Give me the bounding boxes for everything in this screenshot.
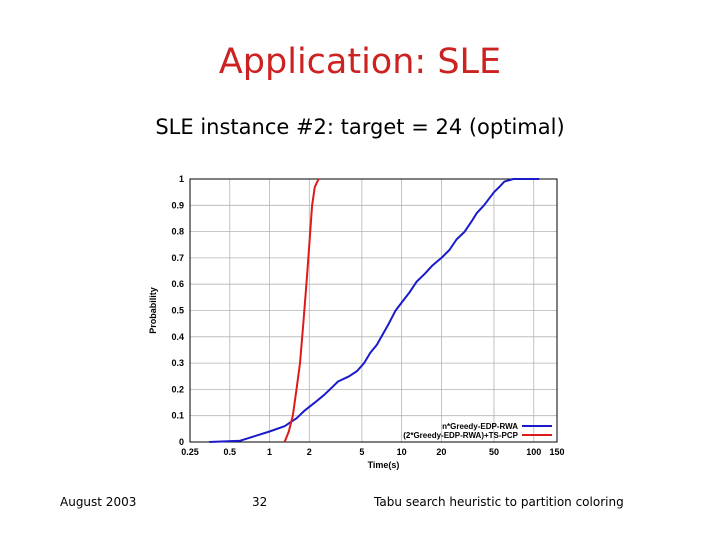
x-tick-label: 2 (307, 447, 312, 457)
slide-title: Application: SLE (218, 42, 502, 82)
y-tick-label: 0.6 (171, 279, 184, 289)
x-axis-label: Time(s) (368, 460, 400, 470)
series-line-2 (283, 178, 320, 443)
x-tick-label: 0.25 (181, 447, 199, 457)
footer-page-number: 32 (252, 495, 268, 509)
series-line-1 (209, 178, 540, 443)
legend-label-2: (2*Greedy-EDP-RWA)+TS-PCP (403, 431, 518, 440)
x-tick-label: 150 (549, 447, 564, 457)
y-tick-label: 0.8 (171, 227, 184, 237)
y-tick-label: 1 (179, 174, 184, 184)
x-tick-label: 20 (436, 447, 446, 457)
chart-title: SLE instance #2: target = 24 (optimal) (155, 115, 565, 139)
y-tick-label: 0.7 (171, 253, 184, 263)
y-tick-label: 0.9 (171, 200, 184, 210)
footer-date: August 2003 (60, 495, 137, 509)
x-tick-label: 5 (359, 447, 364, 457)
x-tick-label: 10 (397, 447, 407, 457)
x-tick-label: 100 (526, 447, 541, 457)
y-axis-label: Probability (148, 287, 158, 334)
y-tick-label: 0.4 (171, 332, 184, 342)
plot-frame (189, 178, 558, 443)
y-tick-label: 0.3 (171, 358, 184, 368)
footer-talk-title: Tabu search heuristic to partition color… (374, 495, 624, 509)
x-tick-label: 50 (489, 447, 499, 457)
x-tick-label: 1 (267, 447, 272, 457)
y-tick-label: 0 (179, 437, 184, 447)
y-tick-label: 0.1 (171, 411, 184, 421)
x-tick-label: 0.5 (224, 447, 237, 457)
legend-label-1: n*Greedy-EDP-RWA (442, 422, 518, 431)
y-tick-label: 0.2 (171, 384, 184, 394)
y-tick-label: 0.5 (171, 306, 184, 316)
